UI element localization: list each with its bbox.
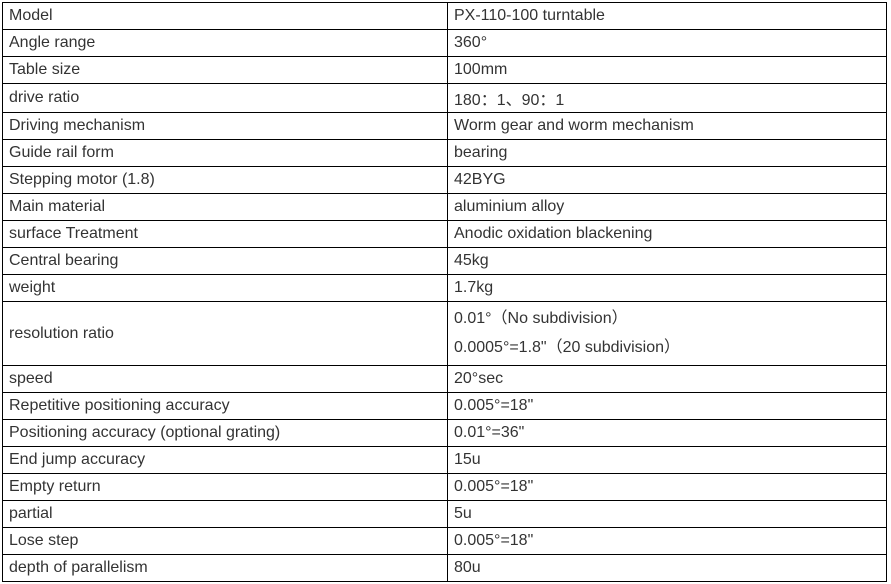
spec-label: Positioning accuracy (optional grating) bbox=[3, 420, 448, 447]
spec-value: Anodic oxidation blackening bbox=[448, 221, 887, 248]
table-row: Positioning accuracy (optional grating) … bbox=[3, 420, 887, 447]
spec-label: weight bbox=[3, 275, 448, 302]
spec-label: Lose step bbox=[3, 528, 448, 555]
spec-label: resolution ratio bbox=[3, 302, 448, 366]
table-row: Stepping motor (1.8) 42BYG bbox=[3, 167, 887, 194]
table-row: Guide rail form bearing bbox=[3, 140, 887, 167]
spec-value: 15u bbox=[448, 447, 887, 474]
spec-value: 1.7kg bbox=[448, 275, 887, 302]
spec-value: 42BYG bbox=[448, 167, 887, 194]
spec-label: Central bearing bbox=[3, 248, 448, 275]
spec-value: 20°sec bbox=[448, 366, 887, 393]
spec-value: 0.005°=18" bbox=[448, 474, 887, 501]
spec-label: drive ratio bbox=[3, 84, 448, 113]
spec-label: Table size bbox=[3, 57, 448, 84]
specifications-table: Model PX-110-100 turntable Angle range 3… bbox=[2, 2, 887, 582]
spec-value: 5u bbox=[448, 501, 887, 528]
table-row: Angle range 360° bbox=[3, 30, 887, 57]
spec-value: 0.01°=36" bbox=[448, 420, 887, 447]
table-row: Empty return 0.005°=18" bbox=[3, 474, 887, 501]
spec-value: 0.005°=18" bbox=[448, 393, 887, 420]
spec-label: Empty return bbox=[3, 474, 448, 501]
spec-label: partial bbox=[3, 501, 448, 528]
table-row: Main material aluminium alloy bbox=[3, 194, 887, 221]
table-row: Model PX-110-100 turntable bbox=[3, 3, 887, 30]
spec-value: 0.005°=18" bbox=[448, 528, 887, 555]
spec-label: Main material bbox=[3, 194, 448, 221]
spec-label: Model bbox=[3, 3, 448, 30]
spec-value: Worm gear and worm mechanism bbox=[448, 113, 887, 140]
spec-label: Guide rail form bbox=[3, 140, 448, 167]
spec-label: Angle range bbox=[3, 30, 448, 57]
table-row: Driving mechanism Worm gear and worm mec… bbox=[3, 113, 887, 140]
spec-label: depth of parallelism bbox=[3, 555, 448, 582]
spec-value: aluminium alloy bbox=[448, 194, 887, 221]
spec-value: 360° bbox=[448, 30, 887, 57]
table-row: Table size 100mm bbox=[3, 57, 887, 84]
table-body: Model PX-110-100 turntable Angle range 3… bbox=[3, 3, 887, 582]
table-row: Repetitive positioning accuracy 0.005°=1… bbox=[3, 393, 887, 420]
table-row: resolution ratio 0.01°（No subdivision） 0… bbox=[3, 302, 887, 366]
table-row: partial 5u bbox=[3, 501, 887, 528]
spec-label: Driving mechanism bbox=[3, 113, 448, 140]
table-row: speed 20°sec bbox=[3, 366, 887, 393]
spec-value: 80u bbox=[448, 555, 887, 582]
table-row: Central bearing 45kg bbox=[3, 248, 887, 275]
spec-value: PX-110-100 turntable bbox=[448, 3, 887, 30]
spec-value: bearing bbox=[448, 140, 887, 167]
table-row: End jump accuracy 15u bbox=[3, 447, 887, 474]
table-row: depth of parallelism 80u bbox=[3, 555, 887, 582]
table-row: weight 1.7kg bbox=[3, 275, 887, 302]
spec-label: End jump accuracy bbox=[3, 447, 448, 474]
spec-value: 45kg bbox=[448, 248, 887, 275]
table-row: surface Treatment Anodic oxidation black… bbox=[3, 221, 887, 248]
spec-value: 100mm bbox=[448, 57, 887, 84]
spec-label: Stepping motor (1.8) bbox=[3, 167, 448, 194]
spec-label: surface Treatment bbox=[3, 221, 448, 248]
table-row: Lose step 0.005°=18" bbox=[3, 528, 887, 555]
spec-value: 0.01°（No subdivision） 0.0005°=1.8"（20 su… bbox=[448, 302, 887, 366]
spec-value: 180：1、90：1 bbox=[448, 84, 887, 113]
spec-label: speed bbox=[3, 366, 448, 393]
table-row: drive ratio 180：1、90：1 bbox=[3, 84, 887, 113]
spec-label: Repetitive positioning accuracy bbox=[3, 393, 448, 420]
